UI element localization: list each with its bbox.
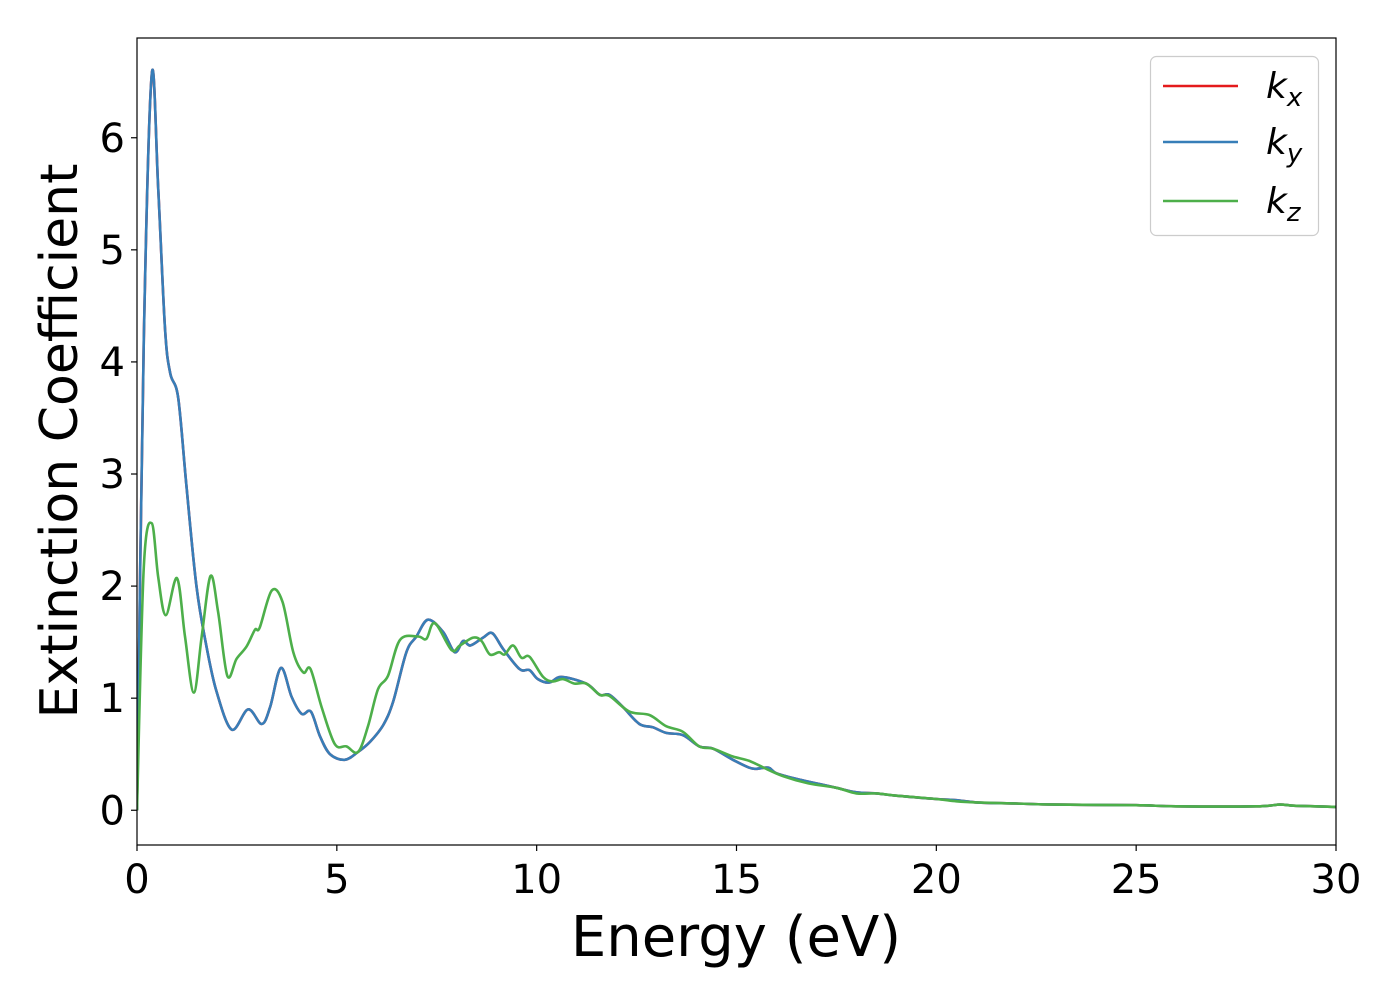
series-line-kz <box>137 521 1336 811</box>
y-tick-label: 1 <box>100 676 125 722</box>
x-tick-label: 30 <box>1311 857 1362 903</box>
series-lines <box>137 68 1336 811</box>
x-axis-label: Energy (eV) <box>571 905 901 970</box>
legend-label-ky: ky <box>1266 122 1303 169</box>
x-tick-label: 20 <box>911 857 962 903</box>
x-tick-label: 5 <box>324 857 349 903</box>
y-tick-label: 6 <box>100 116 125 162</box>
legend: kx ky kz <box>1149 55 1320 237</box>
y-tick-label: 3 <box>100 452 125 498</box>
plot-frame <box>136 37 1337 846</box>
y-tick-label: 5 <box>100 228 125 274</box>
x-tick-label: 25 <box>1111 857 1162 903</box>
x-tick-label: 0 <box>124 857 149 903</box>
y-axis-label: Extinction Coefficient <box>30 164 90 719</box>
legend-box <box>1149 55 1320 237</box>
y-tick-label: 2 <box>100 564 125 610</box>
y-tick-label: 4 <box>100 340 125 386</box>
axis-ticks: 0 5 10 15 20 25 30 0 1 2 3 4 5 6 <box>100 116 1362 903</box>
legend-label-kz: kz <box>1266 181 1302 228</box>
y-tick-label: 0 <box>100 788 125 834</box>
x-tick-label: 15 <box>711 857 762 903</box>
legend-label-kx: kx <box>1266 66 1303 113</box>
x-tick-label: 10 <box>511 857 562 903</box>
